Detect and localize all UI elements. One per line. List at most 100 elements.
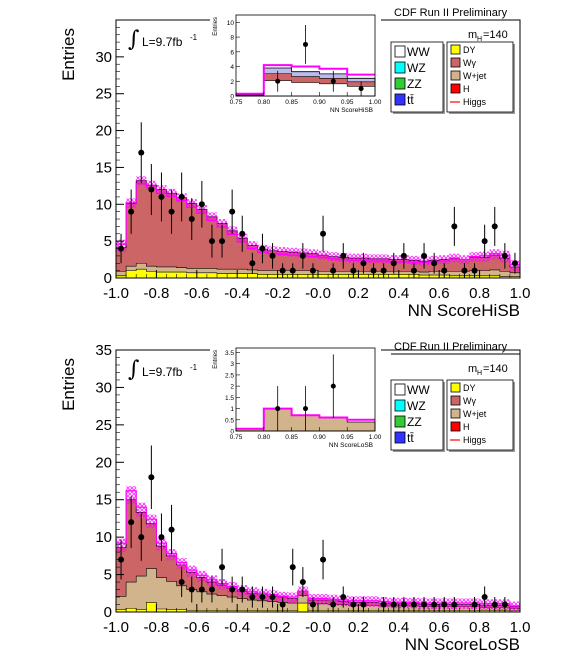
uncertainty-band-bin: [459, 598, 470, 610]
data-point: [451, 223, 458, 230]
integral-symbol: ∫: [128, 27, 140, 52]
data-point: [501, 601, 508, 608]
experiment-label: CDF Run II Preliminary: [394, 7, 508, 19]
legend-swatch: [450, 44, 461, 55]
legend-label: DY: [463, 45, 476, 55]
x-tick-label: -0.6: [184, 285, 210, 302]
data-point: [441, 601, 448, 608]
uncertainty-band-bin: [318, 250, 329, 260]
data-point: [168, 526, 175, 533]
x-tick-label: 0.8: [469, 619, 490, 636]
inset-frame: [235, 347, 376, 432]
uncertainty-band-bin: [186, 565, 197, 577]
legend-swatch: [394, 45, 406, 58]
legend-label: ZZ: [407, 415, 422, 429]
data-point: [481, 238, 488, 245]
data-point: [461, 267, 468, 274]
uncertainty-band-bin: [166, 549, 177, 561]
inset-higgs-line: [236, 64, 375, 95]
data-point: [299, 252, 306, 259]
experiment-label: CDF Run II Preliminary: [394, 341, 508, 353]
mass-value: =140: [483, 363, 508, 375]
data-point: [360, 601, 367, 608]
x-tick-label: 1.0: [510, 285, 531, 302]
x-tick-label: -0.8: [143, 285, 169, 302]
inset-background: [210, 11, 381, 118]
y-tick-label: 25: [95, 86, 112, 103]
data-point: [138, 149, 145, 156]
inset-y-tick-label: 0.5: [225, 417, 234, 424]
uncertainty-band-bin: [277, 247, 288, 256]
lumi-exponent: -1: [190, 33, 198, 42]
legend-swatch: [394, 431, 406, 444]
x-tick-label: -1.0: [103, 285, 129, 302]
data-point: [390, 601, 397, 608]
legend-label: Wγ: [463, 58, 476, 68]
x-tick-label: 0.4: [388, 619, 409, 636]
y-tick-label: 10: [95, 196, 112, 213]
data-point: [471, 267, 478, 274]
data-point: [390, 260, 397, 267]
data-point: [309, 601, 316, 608]
data-point: [320, 230, 327, 237]
y-tick-label: 30: [95, 379, 112, 396]
mass-subscript: H: [477, 36, 482, 43]
inset-data-point: [275, 78, 281, 84]
inset-y-tick-label: 1: [230, 406, 234, 413]
inset-y-tick-label: 6: [230, 49, 234, 56]
data-point: [198, 201, 205, 208]
data-point: [249, 594, 256, 601]
data-point: [320, 556, 327, 563]
data-point: [279, 601, 286, 608]
data-point: [178, 193, 185, 200]
inset-data-point: [275, 406, 281, 412]
uncertainty-band-bin: [348, 253, 359, 263]
uncertainty-band-bin: [439, 255, 450, 264]
uncertainty-band-bin: [328, 252, 339, 262]
y-tick-label: 25: [95, 417, 112, 434]
data-point: [188, 216, 195, 223]
x-tick-label: -0.6: [184, 619, 210, 636]
uncertainty-band-bin: [368, 254, 379, 264]
data-point: [299, 579, 306, 586]
data-point: [208, 586, 215, 593]
inset-x-tick-label: 1.00: [369, 434, 382, 441]
data-point: [481, 594, 488, 601]
mass-label: m: [468, 363, 477, 375]
inset-y-axis-title: Entries: [213, 350, 219, 369]
legend-label: tt̄: [407, 93, 414, 107]
data-point: [198, 586, 205, 593]
data-point: [400, 252, 407, 259]
uncertainty-band-bin: [176, 558, 187, 570]
data-point: [269, 594, 276, 601]
legend-swatch: [394, 61, 406, 74]
data-point: [118, 556, 125, 563]
inset-y-tick-label: 2: [230, 79, 234, 86]
legend-swatch: [394, 93, 406, 106]
inset-y-tick-label: 8: [230, 35, 234, 42]
data-point: [400, 601, 407, 608]
x-tick-label: 0.6: [429, 285, 450, 302]
inset-x-axis-title: NN ScoreLoSB: [329, 442, 373, 449]
x-tick-label: 0.6: [429, 619, 450, 636]
inset-x-tick-label: 0.85: [285, 99, 298, 106]
y-tick-label: 0: [104, 270, 112, 287]
y-axis-title: Entries: [59, 358, 78, 411]
data-point: [431, 601, 438, 608]
x-tick-label: 0.2: [348, 285, 369, 302]
data-point: [239, 586, 246, 593]
inset-data-point: [303, 406, 308, 412]
x-tick-label: -0.0: [305, 619, 331, 636]
data-point: [289, 267, 296, 274]
data-point: [360, 260, 367, 267]
inset-x-tick-label: 0.95: [341, 99, 354, 106]
inset-y-tick-label: 3: [230, 361, 234, 368]
uncertainty-band-bin: [318, 594, 329, 605]
legend-label: WW: [407, 383, 430, 397]
data-point: [441, 267, 448, 274]
data-point: [330, 267, 337, 274]
legend-label: WW: [407, 45, 430, 59]
inset-x-tick-label: 0.75: [230, 434, 243, 441]
